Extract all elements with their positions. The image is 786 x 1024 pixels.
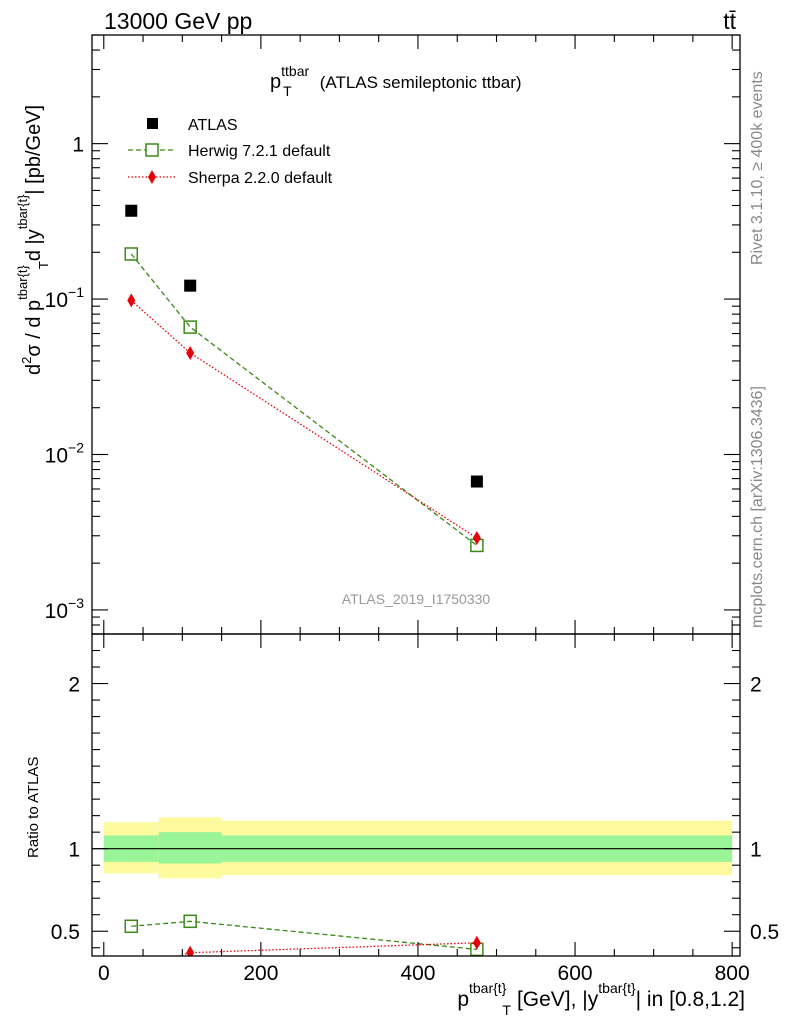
- main-title: pttbar T (ATLAS semileptonic ttbar): [270, 63, 522, 99]
- x-tick-label-2: 400: [400, 962, 435, 985]
- ratio-series: [124, 914, 484, 977]
- atlas-point-2: [470, 475, 483, 488]
- main-y-axis-label: d2σ / d ptbar{t} Td |ytbar{t}| [pb/GeV]: [15, 105, 51, 375]
- xlabel-p-sub: T: [502, 1002, 511, 1018]
- process-label: tt̄: [723, 8, 736, 34]
- herwig-point-0: [124, 247, 139, 261]
- main-y-tick-label-2: 10−2: [45, 439, 85, 467]
- ratio-y-tick-label-right-0: 0.5: [750, 921, 779, 944]
- ratio-sherpa-point-2: [472, 935, 481, 950]
- ratio-y-tick-label-left-0: 0.5: [51, 921, 80, 944]
- ratio-sherpa-point-1: [186, 945, 195, 956]
- main-y-tick-base-2: 10: [45, 444, 68, 467]
- herwig-line: [130, 253, 478, 546]
- main-y-tick-label-1: 10−1: [45, 284, 85, 312]
- ratio-y-tick-label-right-2: 2: [750, 674, 762, 697]
- ratio-y-tick-label-right-1: 1: [750, 839, 762, 862]
- xlabel-y-sup: tbar{t}: [598, 980, 636, 996]
- herwig-point-1: [183, 320, 197, 334]
- energy-label: 13000 GeV pp: [104, 8, 252, 34]
- title-sup: ttbar: [281, 63, 309, 79]
- sherpa-point-1: [186, 345, 195, 360]
- axis-ticks: [92, 34, 740, 956]
- ylabel-a-sup: 2: [19, 357, 34, 364]
- main-y-tick-exp-2: −2: [68, 439, 84, 455]
- x-tick-labels: 0 200 400 600 800: [98, 962, 750, 985]
- main-y-tick-label-0: 1: [72, 134, 84, 157]
- sherpa-point-0: [127, 293, 136, 308]
- atlas-point-0: [125, 204, 138, 217]
- x-tick-label-0: 0: [98, 962, 110, 985]
- title-rest: (ATLAS semileptonic ttbar): [320, 73, 522, 92]
- ylabel-c: d |y: [23, 229, 45, 261]
- x-axis-label: ptbar{t} T [GeV], |ytbar{t}| in [0.8,1.2]: [457, 980, 745, 1018]
- x-tick-label-3: 600: [558, 962, 593, 985]
- ylabel-b-sup: tbar{t}: [15, 264, 30, 299]
- sherpa-point-2: [472, 531, 481, 546]
- legend-sherpa-label: Sherpa 2.2.0 default: [188, 170, 333, 187]
- main-y-tick-labels: 110−110−210−3: [45, 134, 85, 623]
- legend: ATLAS Herwig 7.2.1 default Sherpa 2.2.0 …: [128, 117, 333, 187]
- sherpa-line: [130, 299, 478, 539]
- ratio-herwig-line: [131, 920, 477, 951]
- xlabel-end: | in [0.8,1.2]: [636, 988, 745, 1011]
- ylabel-a: d: [23, 364, 45, 375]
- ylabel-c-sup: tbar{t}: [15, 194, 30, 229]
- ratio-sherpa-line: [176, 942, 477, 956]
- ratio-y-tick-labels: 0.5 0.5 1 1 2 2: [51, 674, 779, 945]
- mcplots-label: mcplots.cern.ch [arXiv:1306.3436]: [749, 386, 766, 628]
- main-y-tick-label-3: 10−3: [45, 595, 85, 623]
- xlabel-mid: [GeV], |y: [517, 988, 599, 1011]
- ylabel-d: | [pb/GeV]: [23, 105, 45, 195]
- ratio-y-tick-label-left-1: 1: [68, 839, 80, 862]
- ratio-sherpa-point-0: [127, 963, 135, 977]
- legend-herwig-label: Herwig 7.2.1 default: [188, 143, 331, 160]
- main-y-tick-exp-3: −3: [68, 595, 84, 611]
- ylabel-b: σ / d p: [23, 300, 45, 357]
- legend-sherpa-marker: [148, 170, 156, 184]
- main-y-tick-base-1: 10: [45, 289, 68, 312]
- xlabel-p-sup: tbar{t}: [469, 980, 507, 996]
- analysis-id: ATLAS_2019_I1750330: [342, 591, 491, 607]
- main-y-tick-exp-1: −1: [68, 284, 84, 300]
- xlabel-p: p: [457, 988, 469, 1011]
- main-series: [124, 204, 484, 553]
- atlas-point-1: [184, 279, 197, 292]
- ratio-herwig-point-0: [124, 919, 139, 934]
- main-y-tick-base-0: 1: [72, 134, 84, 157]
- x-tick-label-4: 800: [715, 962, 750, 985]
- ratio-bands: [103, 817, 733, 879]
- title-p: p: [270, 71, 281, 93]
- x-tick-label-1: 200: [243, 962, 278, 985]
- inner-band-1: [158, 832, 222, 864]
- title-sub: T: [283, 83, 292, 99]
- ratio-y-axis-label: Ratio to ATLAS: [25, 757, 42, 858]
- ratio-herwig-point-1: [183, 914, 197, 929]
- main-y-tick-base-3: 10: [45, 600, 68, 623]
- legend-herwig-marker: [145, 143, 159, 157]
- ylabel-b-sub: T: [36, 261, 51, 269]
- ratio-frame: [91, 633, 741, 957]
- legend-atlas-marker: [147, 118, 158, 129]
- ratio-y-tick-label-left-2: 2: [68, 674, 80, 697]
- legend-atlas-label: ATLAS: [188, 117, 238, 134]
- rivet-label: Rivet 3.1.10, ≥ 400k events: [749, 71, 766, 265]
